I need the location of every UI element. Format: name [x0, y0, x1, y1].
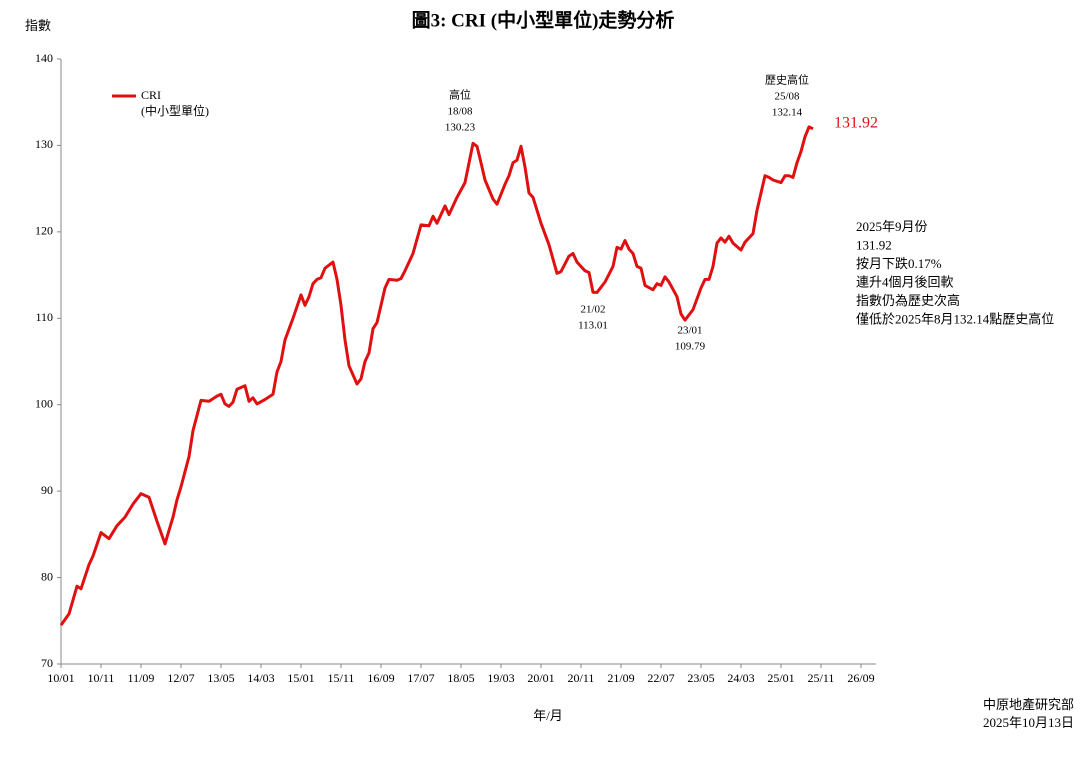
y-tick-label: 100	[35, 396, 53, 410]
annotation: 132.14	[772, 107, 803, 119]
x-tick-label: 25/11	[808, 671, 835, 685]
y-tick-label: 120	[35, 224, 53, 238]
x-tick-label: 17/07	[407, 671, 434, 685]
chart-title: 圖3: CRI (中小型單位)走勢分析	[412, 8, 675, 31]
source-text: 中原地產研究部	[983, 697, 1074, 712]
y-tick-label: 130	[35, 137, 53, 151]
series-line	[59, 125, 814, 626]
x-tick-label: 16/09	[367, 671, 394, 685]
x-tick-label: 22/07	[647, 671, 674, 685]
note-text: 僅低於2025年8月132.14點歷史高位	[856, 311, 1054, 326]
x-axis-label: 年/月	[533, 708, 563, 723]
x-tick-label: 20/01	[527, 671, 554, 685]
x-tick-label: 10/11	[88, 671, 115, 685]
x-tick-label: 23/05	[687, 671, 714, 685]
x-tick-label: 20/11	[568, 671, 595, 685]
x-tick-label: 26/09	[847, 671, 874, 685]
note-text: 按月下跌0.17%	[856, 256, 942, 271]
source-text: 2025年10月13日	[983, 715, 1074, 730]
note-text: 連升4個月後回軟	[856, 274, 954, 289]
x-tick-label: 10/01	[47, 671, 74, 685]
annotation: 21/02	[580, 304, 605, 316]
legend-label: CRI (中小型單位)	[141, 88, 209, 118]
x-tick-label: 15/01	[287, 671, 314, 685]
annotation: 130.23	[445, 122, 476, 134]
x-tick-label: 25/01	[767, 671, 794, 685]
annotation: 113.01	[578, 320, 608, 332]
x-tick-label: 21/09	[607, 671, 634, 685]
x-tick-label: 12/07	[167, 671, 194, 685]
note-text: 131.92	[856, 237, 892, 252]
y-tick-label: 90	[41, 483, 53, 497]
annotation: 高位	[449, 88, 471, 102]
x-tick-label: 13/05	[207, 671, 234, 685]
annotation: 109.79	[675, 341, 706, 353]
note-text: 2025年9月份	[856, 219, 928, 234]
y-tick-label: 80	[41, 569, 53, 583]
x-tick-label: 14/03	[247, 671, 274, 685]
note-text: 指數仍為歷史次高	[856, 293, 960, 308]
annotation: 23/01	[677, 325, 702, 337]
y-axis-label: 指數	[25, 18, 51, 33]
y-tick-label: 70	[41, 656, 53, 670]
annotation: 25/08	[774, 91, 800, 103]
x-tick-label: 15/11	[328, 671, 355, 685]
x-tick-label: 18/05	[447, 671, 474, 685]
annotation: 18/08	[447, 106, 473, 118]
x-tick-label: 19/03	[487, 671, 514, 685]
annotation: 131.92	[834, 115, 878, 132]
x-tick-label: 11/09	[128, 671, 155, 685]
x-tick-label: 24/03	[727, 671, 754, 685]
annotation: 歷史高位	[765, 73, 809, 87]
y-tick-label: 110	[35, 310, 53, 324]
y-tick-label: 140	[35, 51, 53, 65]
